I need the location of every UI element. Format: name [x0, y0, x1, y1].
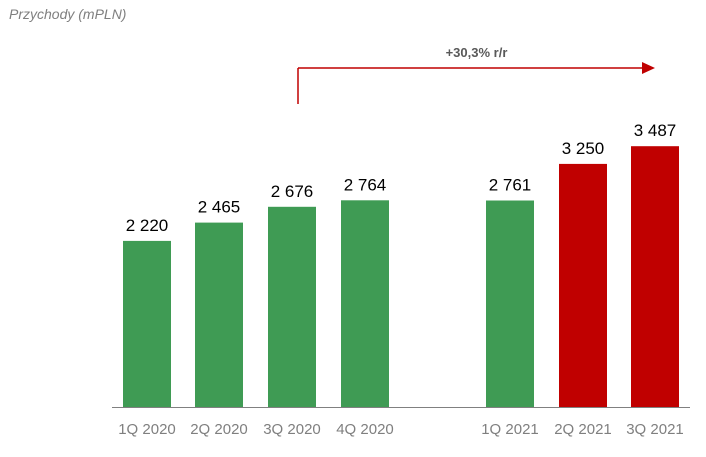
bar-2q-2020 [195, 222, 243, 407]
bar-2q-2021 [559, 163, 607, 407]
data-label: 3 487 [634, 121, 677, 140]
bar-3q-2020 [268, 206, 316, 407]
data-label: 2 465 [198, 198, 241, 217]
bar-1q-2020 [123, 240, 171, 407]
data-label: 2 761 [489, 176, 532, 195]
bar-3q-2021 [631, 146, 679, 407]
chart-title: Przychody (mPLN) [9, 6, 127, 22]
x-tick-label: 1Q 2021 [481, 421, 539, 438]
x-tick-label: 4Q 2020 [336, 421, 394, 438]
data-label: 2 676 [271, 182, 314, 201]
x-tick-label: 3Q 2020 [263, 421, 321, 438]
growth-arrow-head [642, 62, 655, 74]
x-tick-label: 2Q 2020 [190, 421, 248, 438]
data-label: 2 220 [126, 216, 169, 235]
bar-1q-2021 [486, 200, 534, 407]
growth-annotation: +30,3% r/r [446, 45, 508, 60]
x-tick-label: 3Q 2021 [626, 421, 684, 438]
bar-4q-2020 [341, 200, 389, 407]
x-tick-label: 2Q 2021 [554, 421, 612, 438]
data-label: 3 250 [562, 139, 605, 158]
x-tick-label: 1Q 2020 [118, 421, 176, 438]
data-label: 2 764 [344, 175, 387, 194]
